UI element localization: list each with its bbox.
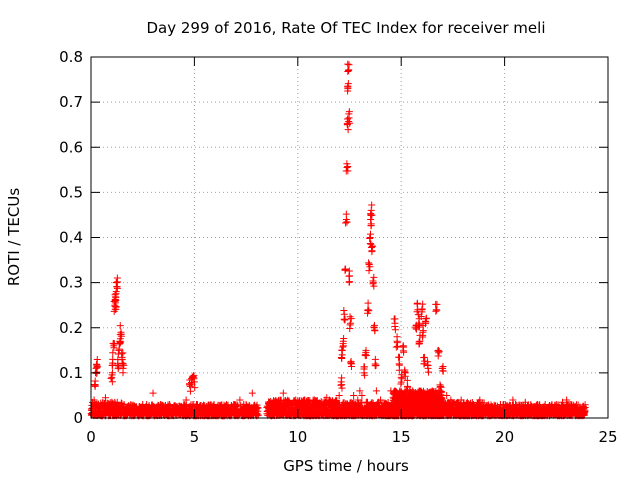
roti-noise-point xyxy=(319,407,327,415)
x-tick-label: 20 xyxy=(495,428,514,446)
roti-noise-point xyxy=(364,404,372,412)
roti-noise-point xyxy=(155,402,163,410)
roti-noise-point xyxy=(336,407,344,415)
x-axis-label: GPS time / hours xyxy=(283,457,409,475)
y-tick-label: 0.3 xyxy=(59,274,83,292)
roti-noise-point xyxy=(308,402,316,410)
y-tick-label: 0.1 xyxy=(59,364,83,382)
roti-noise-point xyxy=(270,397,278,405)
y-tick-label: 0.7 xyxy=(59,93,83,111)
roti-noise-point xyxy=(109,408,117,416)
x-tick-label: 15 xyxy=(392,428,411,446)
roti-noise-point xyxy=(151,408,159,416)
roti-noise-point xyxy=(99,399,107,407)
roti-noise-point xyxy=(114,406,122,414)
roti-noise-point xyxy=(355,408,363,416)
roti-noise-point xyxy=(325,399,333,407)
roti-noise-point xyxy=(380,411,388,419)
x-tick-label: 5 xyxy=(190,428,200,446)
roti-noise-point xyxy=(164,411,172,419)
roti-noise-point xyxy=(304,396,312,404)
roti-noise-point xyxy=(247,411,255,419)
roti-noise-point xyxy=(282,406,290,414)
x-tick-label: 25 xyxy=(598,428,617,446)
y-tick-label: 0.2 xyxy=(59,319,83,337)
roti-noise-point xyxy=(335,404,343,412)
roti-noise-point xyxy=(129,401,137,409)
roti-noise-point xyxy=(313,397,321,405)
roti-noise-point xyxy=(225,410,233,418)
x-tick-label: 10 xyxy=(288,428,307,446)
roti-noise-point xyxy=(382,406,390,414)
roti-noise-point xyxy=(372,405,380,413)
roti-noise-point xyxy=(191,406,199,414)
roti-noise-point xyxy=(248,410,256,418)
roti-noise-point xyxy=(242,410,250,418)
roti-noise-point xyxy=(240,405,248,413)
roti-noise-point xyxy=(368,400,376,408)
roti-noise-point xyxy=(100,402,108,410)
roti-noise-point xyxy=(347,408,355,416)
roti-noise-point xyxy=(234,402,242,410)
roti-noise-point xyxy=(104,400,112,408)
x-tick-label: 0 xyxy=(86,428,96,446)
roti-noise-point xyxy=(112,401,120,409)
roti-noise-point xyxy=(373,410,381,418)
roti-noise-point xyxy=(339,399,347,407)
roti-noise-point xyxy=(197,401,205,409)
roti-noise-point xyxy=(182,409,190,417)
roti-noise-point xyxy=(282,411,290,419)
roti-noise-point xyxy=(161,406,169,414)
roti-noise-point xyxy=(263,410,271,418)
roti-noise-point xyxy=(272,402,280,410)
chart-title: Day 299 of 2016, Rate Of TEC Index for r… xyxy=(146,19,545,37)
roti-noise-point xyxy=(248,403,256,411)
roti-noise-point xyxy=(158,408,166,416)
y-tick-label: 0.8 xyxy=(59,48,83,66)
roti-noise-point xyxy=(323,409,331,417)
roti-noise-point xyxy=(202,411,210,419)
y-tick-label: 0.5 xyxy=(59,183,83,201)
roti-noise-point xyxy=(347,400,355,408)
roti-noise-point xyxy=(294,410,302,418)
roti-noise-point xyxy=(194,410,202,418)
y-tick-label: 0.4 xyxy=(59,229,83,247)
grid-lines xyxy=(91,57,608,418)
y-tick-label: 0 xyxy=(73,409,83,427)
roti-noise-point xyxy=(311,409,319,417)
roti-noise-point xyxy=(324,410,332,418)
roti-noise-point xyxy=(277,401,285,409)
roti-noise-point xyxy=(273,410,281,418)
roti-noise-point xyxy=(130,411,138,419)
y-tick-label: 0.6 xyxy=(59,138,83,156)
roti-noise-point xyxy=(289,405,297,413)
roti-noise-point xyxy=(274,409,282,417)
y-axis-label: ROTI / TECUs xyxy=(5,188,23,286)
roti-noise-point xyxy=(370,404,378,412)
